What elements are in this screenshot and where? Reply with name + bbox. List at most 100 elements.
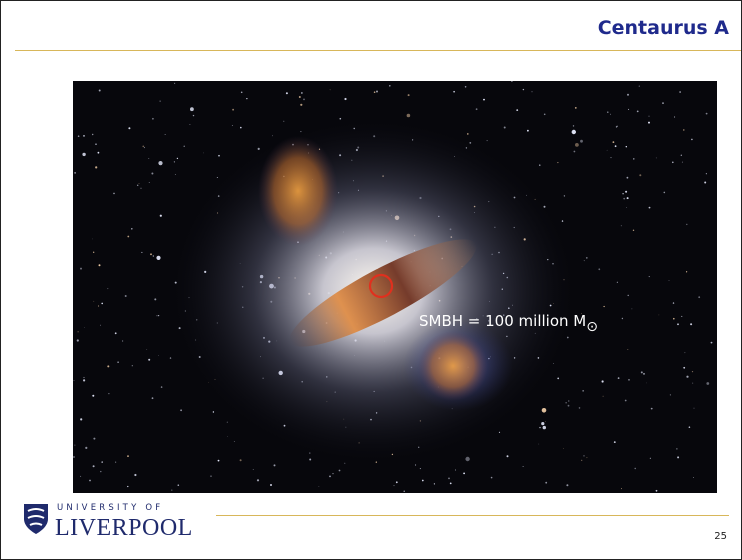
star [610, 114, 611, 115]
page-number: 25 [714, 531, 727, 542]
star [148, 359, 150, 361]
star [286, 92, 288, 94]
star [82, 153, 85, 156]
star [566, 402, 567, 403]
star [450, 483, 452, 485]
star [504, 127, 506, 129]
star [706, 173, 707, 174]
star [633, 158, 634, 159]
star [693, 477, 694, 478]
star [706, 382, 709, 385]
star [152, 397, 154, 399]
star [683, 129, 684, 130]
star [415, 465, 416, 466]
star [83, 135, 85, 137]
star [573, 125, 574, 126]
star [218, 155, 220, 157]
star [83, 377, 84, 378]
star [617, 282, 618, 283]
star [151, 173, 153, 175]
star [507, 455, 509, 457]
star [711, 342, 713, 344]
title-rule [15, 50, 741, 51]
star [213, 411, 214, 412]
star [92, 395, 94, 397]
star [190, 107, 194, 111]
star [420, 468, 421, 469]
star [572, 130, 576, 134]
star [180, 409, 182, 411]
star [583, 390, 584, 391]
star [332, 473, 333, 474]
star [389, 85, 391, 87]
star [698, 296, 700, 298]
star [683, 367, 685, 369]
star [177, 158, 178, 159]
star [340, 118, 342, 120]
star [434, 483, 435, 484]
star [74, 380, 75, 381]
star [562, 220, 563, 221]
star [101, 303, 103, 305]
star [611, 157, 612, 158]
star [463, 473, 465, 475]
star [637, 111, 639, 113]
star [139, 183, 140, 184]
star [602, 380, 604, 382]
star [499, 432, 500, 433]
star [141, 252, 142, 253]
star [586, 457, 587, 458]
star [98, 152, 100, 154]
star [93, 301, 94, 302]
star [615, 145, 617, 147]
star [690, 323, 692, 325]
star [487, 140, 488, 141]
star [127, 236, 129, 238]
star [685, 352, 686, 353]
star [330, 89, 331, 90]
star [627, 177, 629, 179]
star [203, 153, 204, 154]
star [641, 371, 643, 373]
star [673, 318, 675, 320]
star [108, 393, 109, 394]
star [467, 133, 469, 135]
logo-top-text: UNIVERSITY OF [57, 503, 163, 513]
star [301, 92, 302, 93]
star [465, 457, 469, 461]
star [639, 86, 640, 87]
star [158, 315, 159, 316]
star [174, 161, 175, 162]
star [376, 91, 378, 93]
star [174, 83, 175, 84]
star [621, 488, 622, 489]
star [539, 444, 540, 445]
star [232, 125, 233, 126]
star [234, 441, 235, 442]
star [170, 357, 171, 358]
star [74, 172, 75, 173]
star [78, 135, 80, 137]
star [117, 361, 119, 363]
star [628, 109, 629, 110]
star [659, 315, 660, 316]
star [704, 182, 706, 184]
star [453, 91, 455, 93]
star [566, 484, 568, 486]
star [614, 441, 616, 443]
star [677, 456, 679, 458]
star [92, 239, 93, 240]
star [516, 109, 518, 111]
slide: Centaurus A [0, 0, 742, 560]
star [670, 394, 671, 395]
star [160, 215, 162, 217]
star [394, 485, 395, 486]
star [132, 365, 133, 366]
star [101, 461, 103, 463]
star [95, 166, 97, 168]
star [575, 143, 579, 147]
star [152, 118, 154, 120]
star [651, 408, 653, 410]
university-logo: UNIVERSITY OF LIVERPOOL [23, 501, 213, 553]
star [80, 476, 81, 477]
